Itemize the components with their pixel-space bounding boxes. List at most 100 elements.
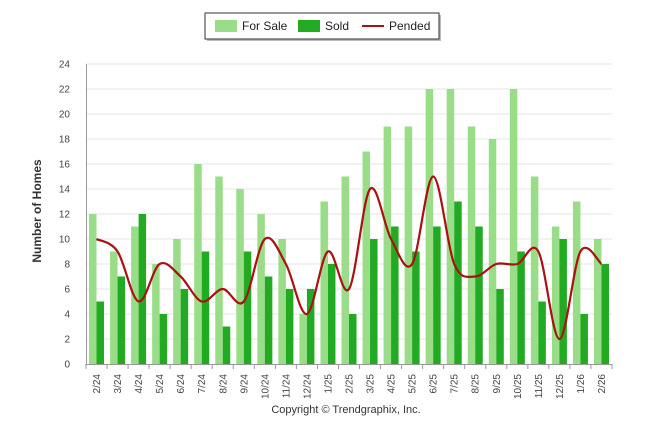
bar-sold bbox=[201, 251, 210, 364]
x-tick-label: 6/24 bbox=[176, 374, 187, 394]
bar-for-sale bbox=[257, 214, 265, 364]
x-tick-label: 1/26 bbox=[576, 374, 587, 394]
bar-sold bbox=[159, 314, 168, 364]
y-axis-label: Number of Homes bbox=[30, 159, 44, 263]
bar-sold bbox=[243, 251, 252, 364]
x-tick-label: 9/25 bbox=[492, 374, 503, 394]
legend: For Sale Sold Pended bbox=[204, 12, 441, 41]
x-tick-label: 4/25 bbox=[387, 374, 398, 394]
bar-for-sale bbox=[299, 314, 307, 364]
x-tick-label: 10/24 bbox=[260, 374, 271, 399]
bar-sold bbox=[559, 239, 567, 364]
bar-sold bbox=[538, 301, 546, 364]
y-tick-label: 10 bbox=[59, 235, 71, 246]
bar-sold bbox=[285, 289, 294, 364]
x-tick-label: 6/25 bbox=[429, 374, 440, 394]
x-tick-label: 1/25 bbox=[323, 374, 334, 394]
y-tick-label: 2 bbox=[64, 335, 70, 346]
bar-sold bbox=[370, 239, 378, 364]
x-tick-label: 8/24 bbox=[218, 374, 229, 394]
bar-sold bbox=[496, 289, 504, 364]
bar-for-sale bbox=[425, 89, 434, 364]
bar-sold bbox=[580, 314, 588, 364]
bar-sold bbox=[138, 214, 147, 364]
legend-label-for-sale: For Sale bbox=[242, 19, 288, 33]
bar-sold bbox=[412, 251, 420, 364]
copyright-footer: Copyright © Trendgraphix, Inc. bbox=[271, 404, 420, 416]
x-tick-label: 11/25 bbox=[534, 374, 545, 399]
axes bbox=[86, 64, 612, 365]
legend-swatch-for-sale bbox=[215, 20, 237, 32]
bar-for-sale bbox=[320, 201, 328, 364]
pended-line-layer bbox=[95, 175, 603, 341]
x-tick-label: 11/24 bbox=[281, 374, 292, 399]
bar-for-sale bbox=[404, 126, 413, 364]
y-tick-label: 24 bbox=[59, 60, 71, 71]
bars bbox=[89, 89, 609, 364]
legend-box bbox=[204, 12, 440, 40]
y-tick-label: 8 bbox=[64, 260, 70, 271]
bar-for-sale bbox=[110, 251, 118, 364]
x-tick-label: 3/24 bbox=[113, 374, 124, 394]
bar-sold bbox=[454, 201, 462, 364]
bar-for-sale bbox=[173, 239, 181, 364]
x-tick-label: 12/24 bbox=[302, 374, 313, 399]
bar-for-sale bbox=[152, 264, 160, 364]
x-tick-label: 5/25 bbox=[408, 374, 419, 394]
bar-for-sale bbox=[341, 176, 349, 364]
bar-for-sale bbox=[383, 126, 392, 364]
bar-for-sale bbox=[215, 176, 223, 364]
bar-sold bbox=[391, 226, 399, 364]
y-tick-label: 16 bbox=[59, 160, 71, 171]
bar-for-sale bbox=[551, 226, 560, 364]
bar-for-sale bbox=[446, 89, 455, 364]
y-tick-label: 6 bbox=[64, 285, 70, 296]
bar-for-sale bbox=[572, 201, 581, 364]
bar-sold bbox=[601, 264, 609, 364]
x-tick-label: 12/25 bbox=[555, 374, 566, 399]
bar-sold bbox=[264, 276, 273, 364]
bar-sold bbox=[517, 251, 525, 364]
y-tick-label: 0 bbox=[64, 360, 70, 371]
bar-for-sale bbox=[278, 239, 286, 364]
y-tick-label: 18 bbox=[59, 135, 71, 146]
bar-for-sale bbox=[236, 189, 244, 364]
x-tick-label: 8/25 bbox=[471, 374, 482, 394]
legend-label-pended: Pended bbox=[389, 19, 430, 33]
bar-for-sale bbox=[488, 139, 497, 364]
bar-sold bbox=[180, 289, 189, 364]
bar-sold bbox=[222, 326, 231, 364]
bar-sold bbox=[433, 226, 441, 364]
x-tick-label: 7/24 bbox=[197, 374, 208, 394]
y-tick-label: 12 bbox=[59, 210, 71, 221]
bar-for-sale bbox=[467, 126, 476, 364]
x-tick-label: 9/24 bbox=[239, 374, 250, 394]
x-tick-label: 4/24 bbox=[134, 374, 145, 394]
bar-for-sale bbox=[194, 164, 202, 364]
y-tick-label: 22 bbox=[59, 85, 71, 96]
pended-line bbox=[95, 175, 603, 341]
x-tick-label: 10/25 bbox=[513, 374, 524, 399]
bar-sold bbox=[117, 276, 126, 364]
y-tick-label: 14 bbox=[59, 185, 71, 196]
x-axis-ticks: 2/24 3/24 4/24 5/24 6/24 7/24 8/24 9/24 10/24 11/… bbox=[85, 364, 613, 399]
bar-sold bbox=[96, 301, 105, 364]
x-tick-label: 5/24 bbox=[155, 374, 166, 394]
bar-sold bbox=[475, 226, 483, 364]
x-tick-label: 2/24 bbox=[92, 374, 103, 394]
legend-swatch-sold bbox=[298, 20, 320, 32]
y-tick-label: 4 bbox=[64, 310, 70, 321]
bar-for-sale bbox=[89, 214, 97, 364]
x-tick-label: 7/25 bbox=[450, 374, 461, 394]
x-tick-label: 3/25 bbox=[366, 374, 377, 394]
bar-for-sale bbox=[362, 151, 371, 364]
x-tick-label: 2/25 bbox=[345, 374, 356, 394]
legend-label-sold: Sold bbox=[325, 19, 349, 33]
bar-sold bbox=[327, 264, 336, 364]
bar-for-sale bbox=[530, 176, 539, 364]
bar-sold bbox=[349, 314, 357, 364]
bar-for-sale bbox=[593, 239, 602, 364]
